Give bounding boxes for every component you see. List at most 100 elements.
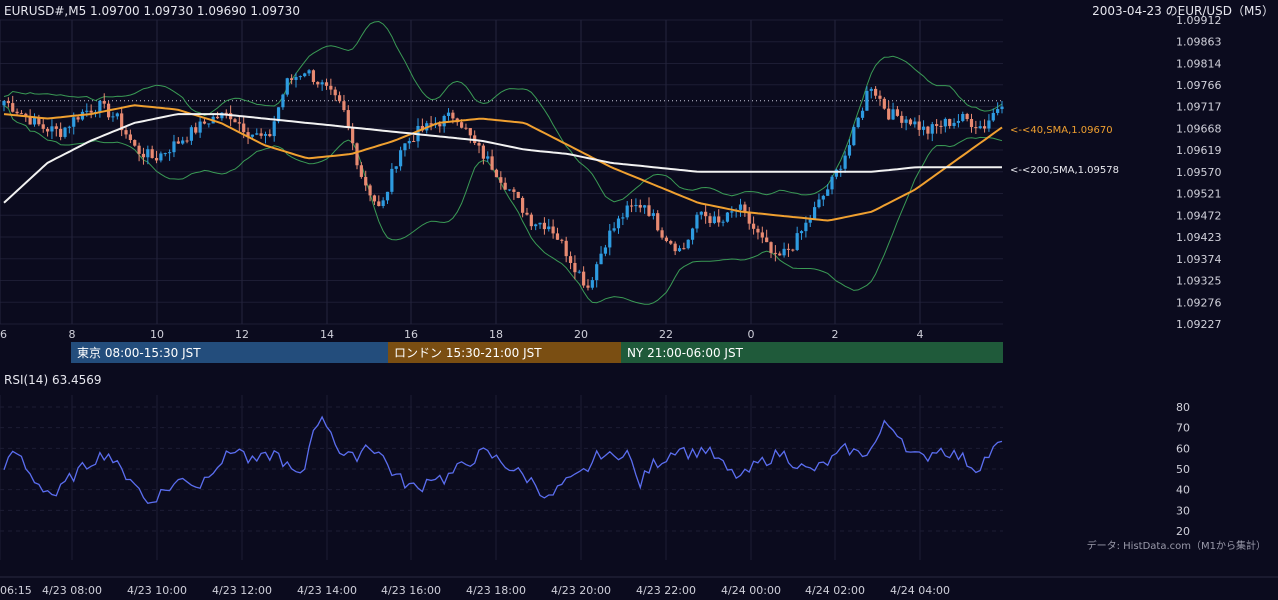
- candle-body: [176, 141, 180, 144]
- candle-body: [224, 112, 228, 114]
- candle-body: [285, 78, 289, 95]
- time-tick-label: 4/23 20:00: [551, 584, 611, 597]
- candle-body: [595, 264, 599, 281]
- candle-body: [699, 211, 703, 215]
- candle-body: [516, 191, 520, 198]
- candle-body: [281, 94, 285, 108]
- candle-body: [660, 230, 664, 238]
- hour-tick-label: 12: [235, 328, 249, 341]
- data-credit: データ: HistData.com（M1から集計）: [1087, 539, 1266, 552]
- candle-body: [141, 153, 146, 158]
- candle-body: [704, 211, 708, 217]
- candle-body: [237, 122, 241, 124]
- candle-body: [921, 126, 926, 130]
- candle-body: [368, 185, 372, 196]
- candle-body: [778, 253, 782, 256]
- hour-tick-label: 10: [150, 328, 164, 341]
- rsi-tick-label: 80: [1176, 401, 1190, 414]
- candle-body: [303, 73, 307, 77]
- candle-body: [686, 239, 690, 249]
- candle-body: [229, 113, 233, 120]
- candle-body: [573, 262, 577, 273]
- candle-body: [638, 205, 642, 208]
- candle-body: [486, 156, 490, 159]
- candle-body: [616, 218, 621, 229]
- rsi-tick-label: 20: [1176, 525, 1190, 538]
- candle-body: [908, 119, 913, 125]
- candle-body: [560, 239, 564, 241]
- candle-body: [394, 166, 398, 169]
- rsi-tick-label: 30: [1176, 504, 1190, 517]
- sma40-label: <-<40,SMA,1.09670: [1010, 125, 1113, 136]
- candle-body: [438, 124, 442, 127]
- candle-body: [682, 248, 686, 250]
- candle-body: [159, 153, 163, 161]
- time-tick-label: 4/23 14:00: [297, 584, 357, 597]
- candle-body: [45, 128, 50, 132]
- candle-body: [608, 230, 612, 248]
- candle-body: [856, 117, 860, 128]
- candle-body: [821, 195, 825, 200]
- candle-body: [751, 223, 756, 229]
- candle-body: [961, 113, 965, 121]
- candle-body: [215, 116, 220, 119]
- candle-body: [72, 117, 76, 127]
- session-ny: [621, 342, 1003, 363]
- time-tick-label: 4/24 04:00: [890, 584, 950, 597]
- candle-body: [67, 126, 71, 128]
- candle-body: [769, 242, 773, 253]
- candle-body: [37, 117, 41, 125]
- candle-body: [865, 90, 869, 111]
- candle-body: [272, 121, 276, 137]
- candle-body: [429, 123, 433, 125]
- candle-body: [839, 168, 843, 170]
- price-tick-label: 1.09374: [1176, 253, 1222, 266]
- candle-body: [760, 232, 764, 238]
- candle-body: [490, 156, 494, 170]
- candle-body: [259, 133, 263, 136]
- candle-body: [747, 211, 751, 224]
- price-tick-label: 1.09521: [1176, 188, 1222, 201]
- time-tick-label: 06:15: [0, 584, 32, 597]
- candle-body: [926, 126, 930, 134]
- candle-body: [390, 168, 394, 192]
- candle-body: [629, 205, 634, 207]
- candle-body: [172, 141, 176, 153]
- candle-body: [834, 169, 838, 177]
- candle-body: [464, 127, 468, 129]
- candle-body: [355, 143, 359, 166]
- candle-body: [346, 110, 350, 127]
- candle-body: [612, 228, 616, 231]
- candle-body: [895, 109, 900, 116]
- candle-body: [930, 124, 934, 134]
- price-tick-label: 1.09227: [1176, 318, 1222, 331]
- candle-body: [952, 122, 956, 126]
- candle-body: [24, 113, 28, 117]
- candle-body: [481, 145, 485, 159]
- candle-body: [878, 95, 882, 99]
- candle-body: [150, 149, 154, 158]
- candle-body: [695, 214, 699, 229]
- candle-body: [255, 133, 259, 135]
- session-tokyo: [71, 342, 388, 363]
- candle-body: [948, 118, 952, 126]
- candle-body: [333, 89, 337, 96]
- candle-body: [194, 127, 198, 133]
- session-tokyo-label: 東京 08:00-15:30 JST: [77, 346, 201, 360]
- hour-tick-label: 16: [404, 328, 418, 341]
- hour-tick-label: 0: [748, 328, 755, 341]
- candle-body: [246, 132, 250, 137]
- candle-body: [634, 205, 638, 207]
- candle-body: [503, 182, 507, 190]
- candle-body: [529, 214, 533, 227]
- candle-body: [294, 77, 298, 80]
- candle-body: [887, 108, 891, 120]
- candle-body: [534, 224, 538, 227]
- candle-body: [804, 222, 808, 232]
- candle-body: [364, 176, 368, 186]
- candle-body: [337, 95, 342, 102]
- candle-body: [904, 119, 908, 123]
- candle-body: [385, 191, 390, 201]
